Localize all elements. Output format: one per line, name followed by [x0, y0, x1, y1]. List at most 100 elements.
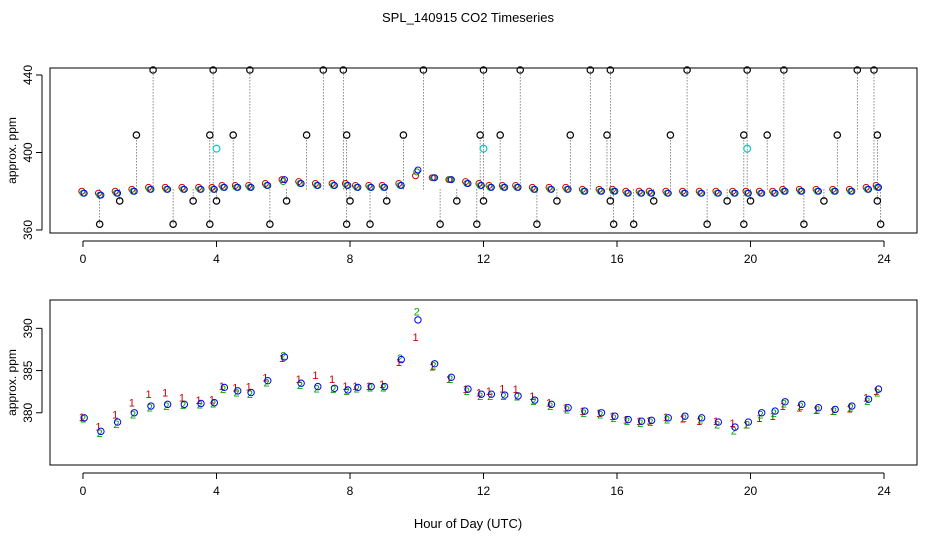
series-point-label: 2	[500, 391, 506, 403]
outlier-high-point	[780, 66, 788, 74]
series-point	[354, 383, 362, 392]
series-point-label: 1	[342, 381, 348, 393]
plot-frame-top	[49, 67, 918, 234]
series-3-bottom	[80, 316, 883, 436]
outlier-low-point	[366, 220, 374, 228]
series-point	[344, 386, 352, 394]
outlier-low-point	[873, 197, 882, 205]
series-point-label: 1	[579, 406, 585, 418]
series-point	[744, 418, 753, 426]
series-point	[581, 187, 589, 195]
series-point-label: 1	[499, 383, 505, 395]
series-point	[210, 185, 218, 193]
series-point	[430, 360, 439, 368]
series-point	[477, 390, 486, 398]
x-tick-label-bottom: 12	[477, 484, 491, 498]
outlier-low-point	[479, 197, 488, 205]
series-point-label: 1	[463, 384, 469, 396]
outlier-high-point	[833, 131, 842, 139]
outlier-low-point	[115, 197, 124, 205]
series-point	[163, 400, 172, 409]
series-point	[80, 189, 88, 197]
series-point-label: 1	[296, 374, 302, 386]
series-point	[714, 189, 722, 197]
series-point	[798, 400, 806, 409]
series-point	[781, 187, 789, 195]
outlier-high-point	[873, 131, 882, 139]
x-tick-label-top: 8	[347, 252, 354, 266]
outlier-high-point	[342, 131, 351, 139]
outlier-high-point	[246, 66, 254, 74]
series-point	[744, 189, 752, 197]
series-point-label: 1	[679, 414, 685, 426]
series-point	[501, 183, 509, 191]
series-point	[798, 187, 806, 195]
series-point-label: 2	[531, 396, 537, 408]
outlier-high-point	[853, 66, 862, 74]
series-point	[297, 379, 305, 387]
series-point	[487, 183, 495, 191]
outlier-high-point	[870, 66, 878, 74]
series-point-label: 2	[344, 386, 350, 398]
series-point	[278, 176, 286, 184]
cyan-point	[479, 144, 488, 153]
series-point	[280, 176, 288, 184]
series-point	[220, 383, 229, 392]
series-point	[330, 384, 339, 392]
series-point	[180, 400, 189, 409]
series-point	[598, 187, 606, 195]
series-point	[874, 385, 883, 393]
x-tick-label-top: 12	[477, 252, 491, 266]
series-point	[564, 185, 572, 193]
outlier-low-point	[553, 197, 561, 205]
series-point	[648, 189, 656, 197]
series-point	[814, 404, 823, 412]
series-point-label: 1	[352, 381, 358, 393]
plot-frame-bottom	[49, 299, 918, 466]
x-axis-label: Hour of Day (UTC)	[414, 516, 522, 531]
series-point	[331, 181, 339, 189]
series-point-label: 1	[246, 382, 252, 394]
series-point-label: 1	[95, 421, 101, 433]
outlier-low-point	[606, 197, 615, 205]
outlier-low-point	[703, 220, 711, 228]
series-point	[624, 415, 632, 424]
series-point	[80, 414, 88, 422]
outlier-low-point	[342, 220, 351, 228]
x-tick-label-bottom: 0	[80, 484, 87, 498]
outlier-high-point	[743, 66, 751, 74]
series-point-label: 1	[623, 415, 629, 427]
x-tick-label-bottom: 20	[744, 484, 758, 498]
outlier-high-point	[229, 131, 237, 139]
series-point	[130, 409, 138, 417]
outlier-high-point	[516, 66, 525, 74]
series-point	[758, 189, 766, 197]
x-tick-label-bottom: 4	[213, 484, 220, 498]
series-point	[864, 395, 873, 403]
series-point-label: 2	[744, 420, 750, 432]
outlier-high-point	[606, 66, 615, 74]
series-point-label: 2	[397, 353, 403, 365]
outlier-high-point	[566, 131, 575, 139]
x-tick-label-top: 24	[877, 252, 891, 266]
outlier-high-point	[496, 131, 504, 139]
panel-top: 0 4 8 12 16 20 24 360 400 440 approx. ppm	[5, 65, 918, 266]
cyan-point	[743, 144, 752, 153]
outlier-low-point	[629, 220, 638, 228]
series-point-label: 1	[770, 411, 776, 423]
outlier-high-point	[763, 131, 771, 139]
series-point-label: 1	[145, 389, 151, 401]
series-point	[234, 387, 242, 395]
series-point	[564, 404, 572, 412]
outlier-high-point	[132, 131, 141, 139]
series-point	[781, 398, 789, 406]
x-tick-label-bottom: 24	[877, 484, 891, 498]
series-point	[547, 400, 556, 409]
outlier-low-point	[282, 197, 291, 205]
series-point	[197, 399, 205, 408]
series-point-label: 1	[663, 412, 669, 424]
series-point	[367, 183, 375, 191]
y-tick-label-top: 360	[21, 220, 35, 240]
series-point	[714, 418, 723, 426]
series-point	[637, 417, 646, 425]
